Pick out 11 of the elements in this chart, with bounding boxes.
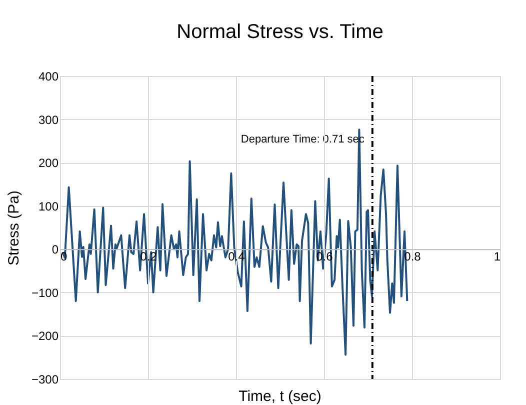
y-tick-label: −300 [31, 372, 59, 386]
y-axis-title: Stress (Pa) [5, 190, 22, 266]
y-tick-label: 400 [38, 70, 59, 84]
y-tick-label: −200 [31, 329, 59, 344]
y-tick-label: 200 [38, 156, 59, 170]
y-tick-label: −100 [31, 286, 59, 300]
chart-title: Normal Stress vs. Time [176, 21, 384, 43]
y-tick-label: 300 [38, 112, 59, 127]
y-tick-label: 100 [38, 199, 59, 214]
x-axis-title: Time, t (sec) [238, 388, 322, 405]
x-tick-label: 1 [494, 250, 501, 264]
